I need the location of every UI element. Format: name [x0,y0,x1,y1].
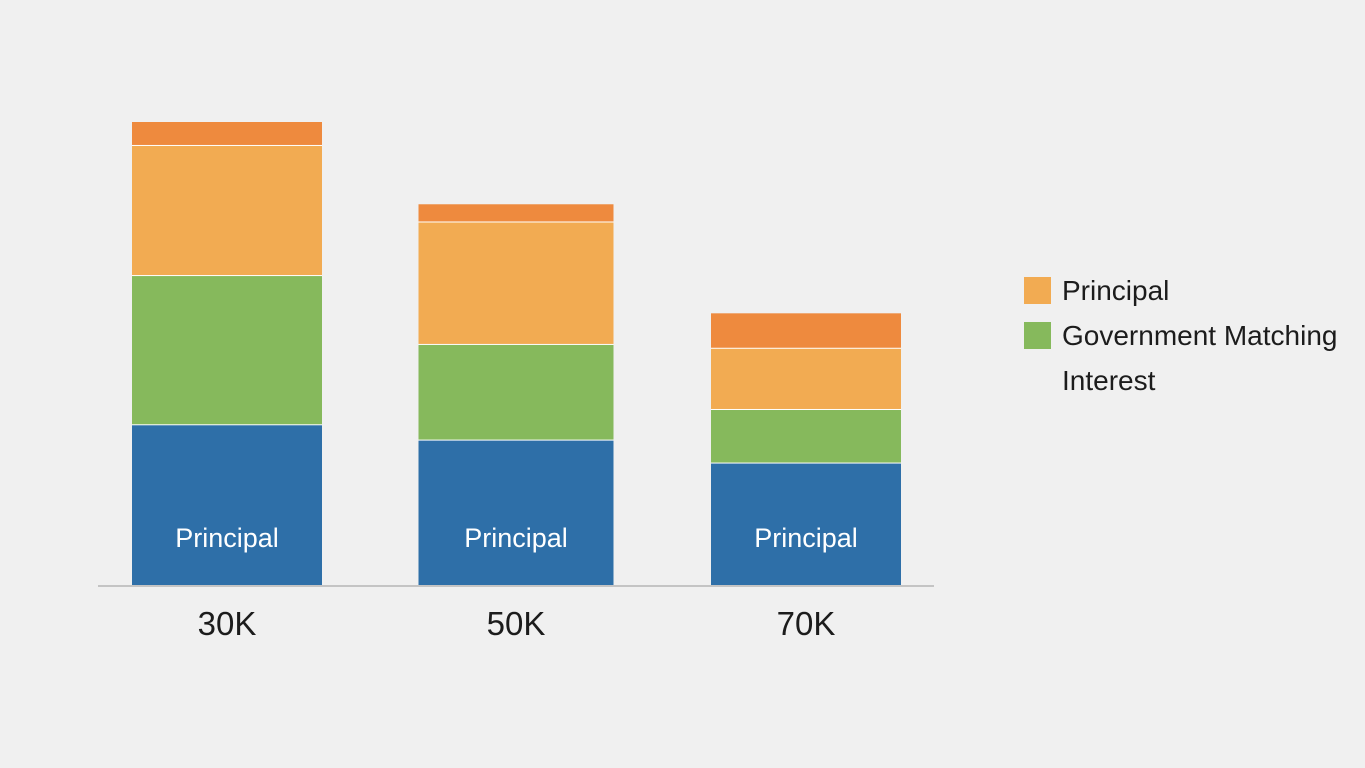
bar-segment-30k-2 [132,144,322,276]
bar-segment-50k-0 [418,439,614,585]
bar-label-30k: Principal [175,523,279,553]
legend-swatch [1024,277,1051,304]
x-tick-label-50k: 50K [486,605,546,642]
bar-segment-50k-2 [418,221,614,344]
bar-segment-70k-1 [711,408,901,463]
legend-label: Government Matching [1062,319,1338,351]
legend-item-principal: Principal [1024,268,1337,313]
bar-segment-50k-3 [418,204,614,222]
bar-segment-30k-1 [132,275,322,425]
legend-item-government-matching: Government Matching [1024,313,1337,358]
bar-segment-50k-1 [418,343,614,440]
legend: Principal Government Matching Interest [1024,268,1337,403]
bar-segment-70k-3 [711,313,901,348]
x-tick-label-30k: 30K [197,605,257,642]
bar-segment-30k-0 [132,424,322,585]
legend-label: Interest [1062,364,1156,396]
bar-label-50k: Principal [464,523,568,553]
legend-swatch [1024,367,1051,394]
bar-segment-30k-3 [132,122,322,145]
legend-label: Principal [1062,274,1170,306]
bar-segment-70k-2 [711,347,901,409]
bar-segment-70k-0 [711,462,901,585]
bar-label-70k: Principal [754,523,858,553]
legend-item-interest: Interest [1024,358,1337,403]
legend-swatch [1024,322,1051,349]
x-tick-label-70k: 70K [776,605,836,642]
